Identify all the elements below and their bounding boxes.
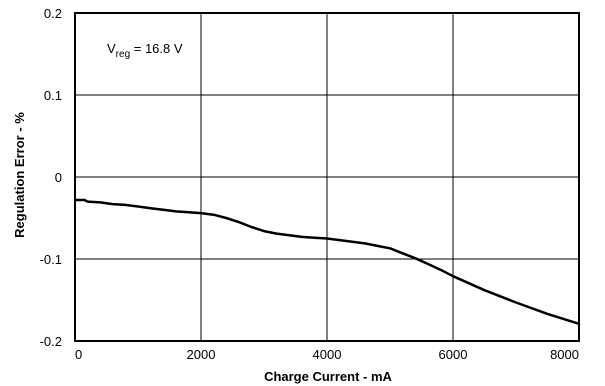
- series-line: [73, 198, 581, 326]
- x-axis-title: Charge Current - mA: [264, 369, 392, 384]
- y-tick-label: -0.2: [40, 334, 62, 349]
- x-tick-label: 4000: [313, 347, 342, 362]
- y-tick-label: 0: [55, 170, 62, 185]
- vreg-value: = 16.8 V: [130, 41, 183, 56]
- y-tick-label: 0.1: [44, 88, 62, 103]
- x-tick-label: 2000: [187, 347, 216, 362]
- plot-frame: [74, 12, 580, 342]
- grid-lines: [75, 13, 579, 341]
- vreg-subscript: reg: [116, 49, 130, 60]
- x-tick-label: 0: [75, 347, 82, 362]
- data-series: [73, 198, 581, 326]
- tick-labels: 0 2000 4000 6000 8000 0.2 0.1 0 -0.1 -0.2: [40, 6, 579, 362]
- vreg-annotation: Vreg = 16.8 V: [107, 41, 183, 60]
- vreg-symbol: V: [107, 41, 116, 56]
- x-tick-label: 6000: [439, 347, 468, 362]
- x-tick-label: 8000: [550, 347, 579, 362]
- y-tick-label: -0.1: [40, 252, 62, 267]
- y-axis-title: Regulation Error - %: [12, 112, 27, 238]
- y-tick-label: 0.2: [44, 6, 62, 21]
